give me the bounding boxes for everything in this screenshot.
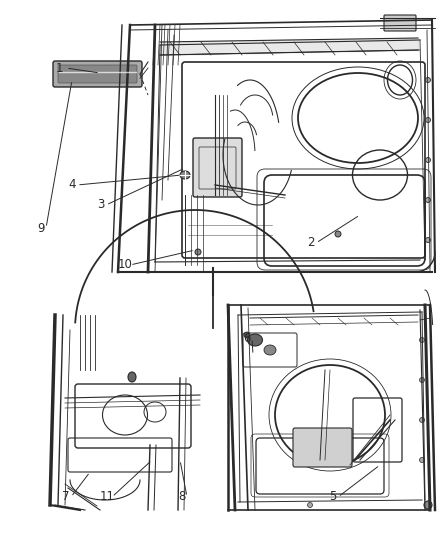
Ellipse shape (420, 337, 424, 343)
FancyBboxPatch shape (384, 15, 416, 31)
Text: 4: 4 (68, 179, 76, 191)
Ellipse shape (128, 372, 136, 382)
FancyBboxPatch shape (193, 138, 242, 197)
Ellipse shape (244, 332, 250, 338)
FancyBboxPatch shape (53, 61, 142, 87)
Ellipse shape (247, 334, 262, 346)
Text: 2: 2 (307, 237, 315, 249)
Ellipse shape (195, 249, 201, 255)
Text: 10: 10 (117, 259, 132, 271)
Ellipse shape (420, 457, 424, 463)
Ellipse shape (425, 157, 431, 163)
Ellipse shape (420, 377, 424, 383)
Text: 3: 3 (97, 198, 105, 212)
FancyBboxPatch shape (293, 428, 352, 467)
Text: 6: 6 (243, 332, 251, 344)
Text: 8: 8 (178, 490, 186, 504)
Ellipse shape (307, 503, 312, 507)
Ellipse shape (420, 417, 424, 423)
Ellipse shape (424, 501, 432, 509)
Ellipse shape (425, 117, 431, 123)
Ellipse shape (335, 231, 341, 237)
Ellipse shape (425, 198, 431, 203)
Text: 1: 1 (55, 61, 63, 75)
Text: 11: 11 (99, 490, 114, 504)
Text: 7: 7 (62, 490, 70, 504)
Ellipse shape (264, 345, 276, 355)
Text: 5: 5 (329, 490, 337, 504)
Ellipse shape (425, 238, 431, 243)
Text: 9: 9 (37, 222, 45, 235)
Ellipse shape (425, 77, 431, 83)
Ellipse shape (180, 171, 190, 179)
FancyBboxPatch shape (58, 65, 137, 83)
